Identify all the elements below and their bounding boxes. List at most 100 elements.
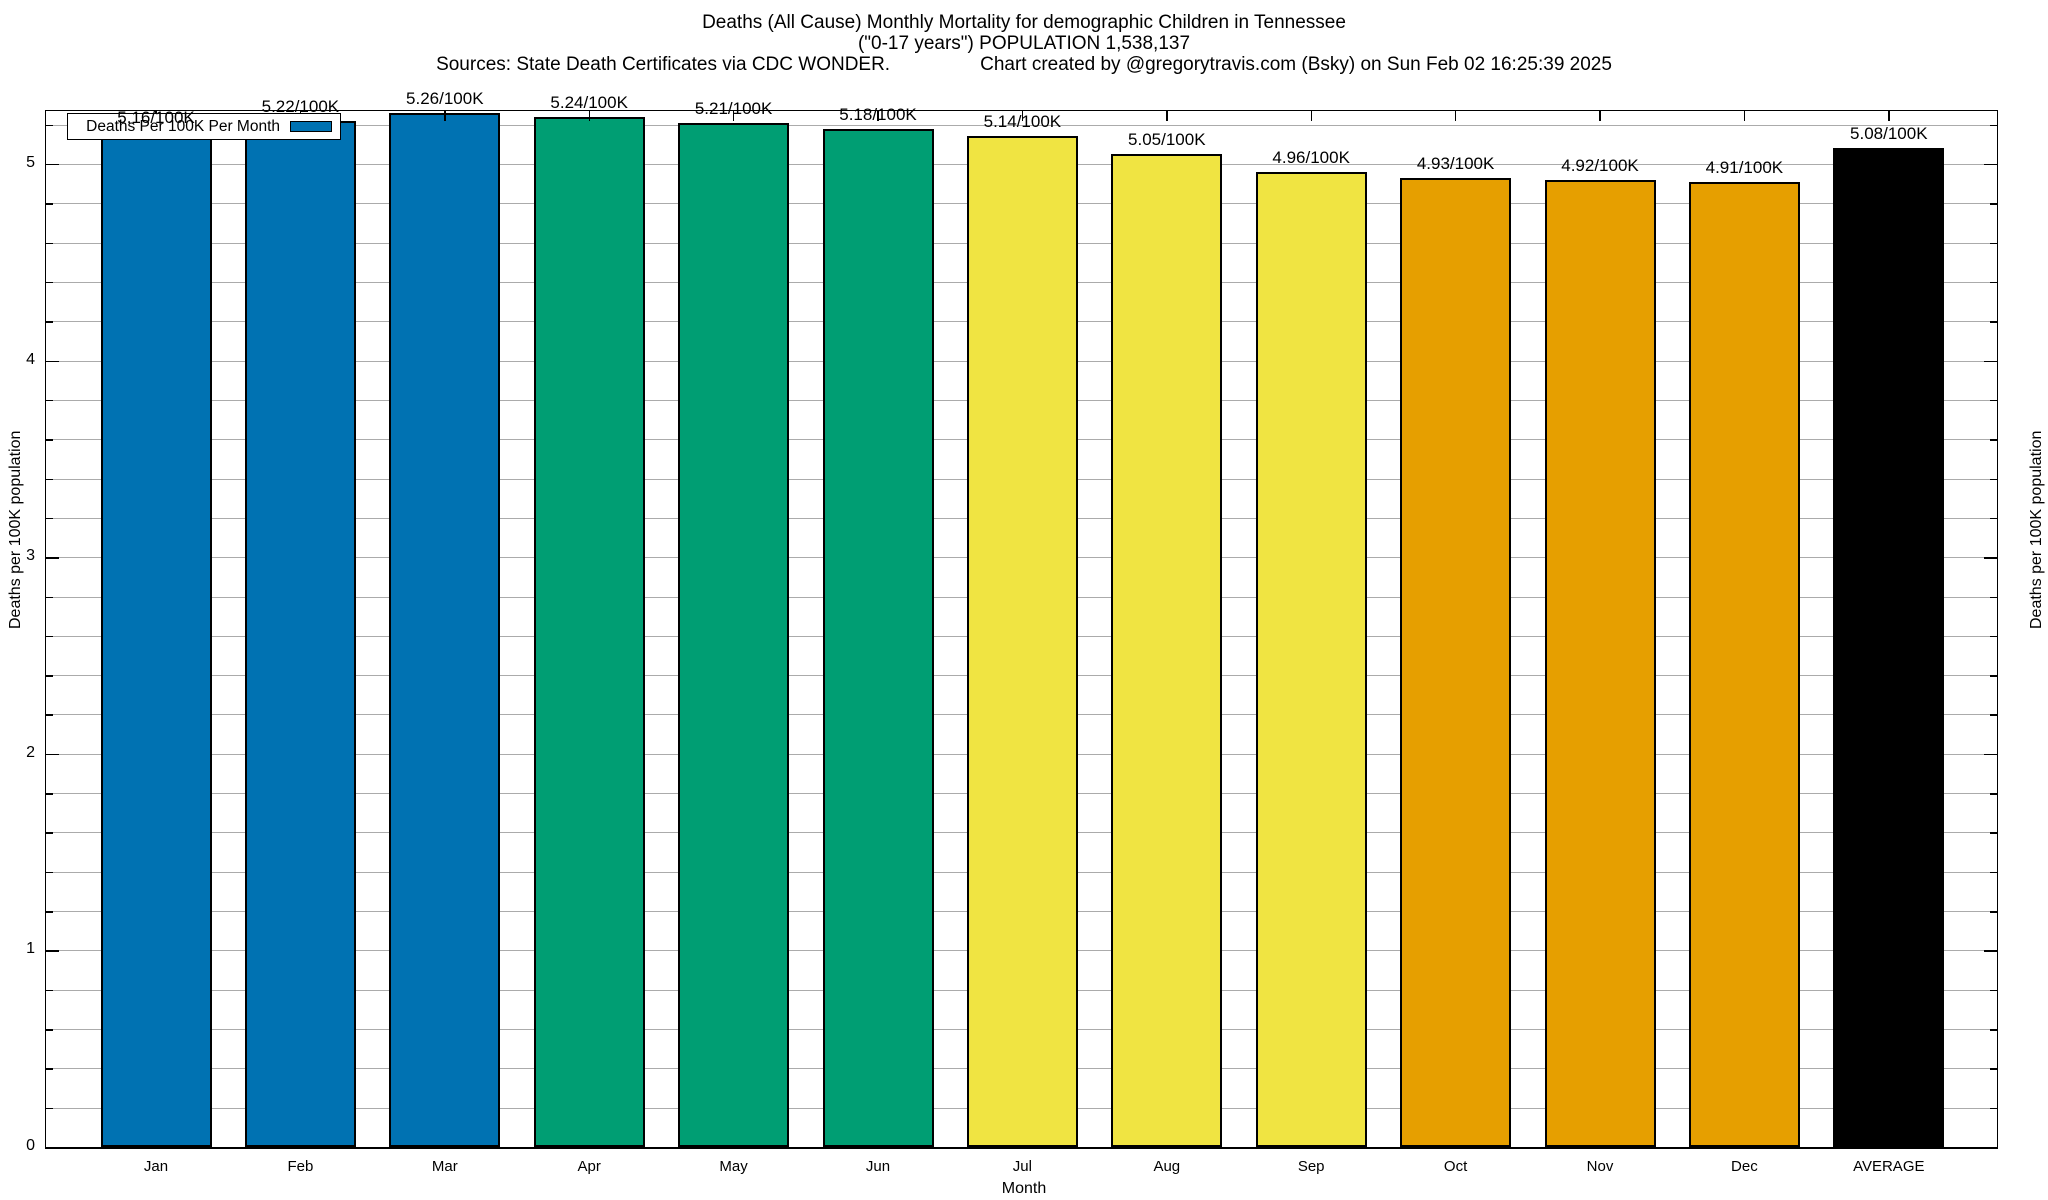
x-top-tick-mark xyxy=(1599,111,1601,121)
x-tick-label: Jun xyxy=(865,1158,891,1175)
bar xyxy=(533,116,645,1147)
bar-value-label: 5.14/100K xyxy=(983,112,1062,132)
y-tick-mark xyxy=(1984,950,1997,952)
x-tick-label: Dec xyxy=(1731,1158,1758,1175)
y-tick-mark xyxy=(1990,1029,1997,1031)
y-tick-mark xyxy=(46,950,59,952)
bar-value-label: 5.24/100K xyxy=(550,92,628,112)
y-tick-mark xyxy=(46,360,59,362)
y-tick-mark xyxy=(1990,832,1997,834)
y-tick-mark xyxy=(1990,675,1997,677)
bar xyxy=(678,122,790,1147)
y-tick-mark xyxy=(46,911,53,913)
y-tick-mark xyxy=(46,163,59,166)
bar xyxy=(822,128,934,1147)
x-top-tick-mark xyxy=(1166,111,1168,121)
x-tick-label: Sep xyxy=(1297,1158,1325,1175)
y-tick-mark xyxy=(46,793,53,795)
y-tick-mark xyxy=(46,753,59,756)
y-tick-mark xyxy=(46,675,53,677)
y-tick-mark xyxy=(1990,635,1997,638)
y-tick-mark xyxy=(1990,242,1997,244)
y-tick-mark xyxy=(1984,163,1997,166)
bar xyxy=(389,112,501,1147)
bar-value-label: 4.93/100K xyxy=(1416,153,1495,173)
x-top-tick-mark xyxy=(1454,111,1457,121)
x-tick-label: Apr xyxy=(577,1158,601,1175)
x-tick-label: May xyxy=(719,1158,748,1175)
y-tick-mark xyxy=(46,321,53,323)
y-tick-mark xyxy=(1990,203,1997,205)
x-top-tick-mark xyxy=(1310,111,1312,121)
y-tick-mark xyxy=(1990,871,1997,874)
bar xyxy=(244,120,356,1147)
x-axis-title: Month xyxy=(1001,1180,1047,1197)
x-tick-label: AVERAGE xyxy=(1853,1158,1925,1175)
y-tick-mark xyxy=(46,439,53,441)
bar xyxy=(1255,171,1367,1147)
y-tick-mark xyxy=(1990,281,1997,284)
chart-byline: Sources: State Death Certificates via CD… xyxy=(0,54,2048,75)
x-top-tick-mark xyxy=(1743,111,1746,121)
bar xyxy=(1111,154,1223,1147)
y-tick-label: 5 xyxy=(26,153,35,171)
legend-label: Deaths Per 100K Per Month xyxy=(86,117,280,135)
y-gridline xyxy=(46,124,1997,126)
chart-subtitle: ("0-17 years") POPULATION 1,538,137 xyxy=(857,33,1191,54)
y-tick-mark xyxy=(46,281,53,284)
y-tick-mark xyxy=(46,1107,53,1110)
y-tick-label: 0 xyxy=(26,1137,35,1154)
y-tick-mark xyxy=(46,596,53,598)
x-top-tick-mark xyxy=(732,111,735,121)
y-tick-mark xyxy=(1990,911,1997,913)
y-tick-label: 3 xyxy=(26,547,35,565)
bar xyxy=(1400,177,1512,1147)
x-top-tick-mark xyxy=(444,111,446,121)
bar-value-label: 4.92/100K xyxy=(1561,155,1639,175)
y-tick-mark xyxy=(46,242,53,244)
bar-value-label: 5.22/100K xyxy=(261,96,340,116)
legend: Deaths Per 100K Per Month xyxy=(67,113,341,140)
x-tick-label: Jul xyxy=(1012,1158,1032,1175)
y-tick-mark xyxy=(1990,793,1997,795)
x-tick-label: Jan xyxy=(143,1158,169,1175)
bar xyxy=(1688,181,1800,1147)
legend-swatch-icon xyxy=(290,121,332,132)
title-block: Deaths (All Cause) Monthly Mortality for… xyxy=(0,12,2048,75)
bar-value-label: 5.18/100K xyxy=(839,104,917,124)
y-tick-mark xyxy=(1990,714,1997,716)
bar-value-label: 5.26/100K xyxy=(406,88,484,108)
x-tick-label: Feb xyxy=(287,1158,314,1175)
y-tick-mark xyxy=(1984,360,1997,362)
x-top-tick-mark xyxy=(588,111,590,121)
bar-value-label: 4.91/100K xyxy=(1705,157,1784,177)
y-tick-mark xyxy=(46,399,53,402)
x-tick-label: Aug xyxy=(1153,1158,1181,1175)
y-tick-mark xyxy=(1990,989,1997,992)
y-tick-mark xyxy=(1990,1068,1997,1070)
credit-text: Chart created by @gregorytravis.com (Bsk… xyxy=(980,54,1612,75)
y-tick-mark xyxy=(46,714,53,716)
x-tick-label: Nov xyxy=(1586,1158,1614,1175)
y-tick-mark xyxy=(1984,753,1997,756)
y-tick-mark xyxy=(1990,1107,1997,1110)
y-tick-mark xyxy=(1990,517,1997,520)
y-tick-mark xyxy=(1990,478,1997,480)
y-tick-mark xyxy=(46,871,53,874)
x-tick-label: Oct xyxy=(1443,1158,1468,1175)
y-tick-mark xyxy=(46,557,59,559)
y-tick-mark xyxy=(46,517,53,520)
y-tick-mark xyxy=(46,832,53,834)
y-tick-mark xyxy=(46,203,53,205)
y-tick-mark xyxy=(46,478,53,480)
y-tick-mark xyxy=(46,635,53,638)
y-tick-label: 2 xyxy=(26,743,35,761)
bar xyxy=(966,136,1078,1147)
bar-value-label: 5.08/100K xyxy=(1850,124,1928,144)
sources-text: Sources: State Death Certificates via CD… xyxy=(436,54,891,75)
bar xyxy=(1544,179,1656,1147)
y-tick-mark xyxy=(1984,557,1997,559)
plot-area: Deaths Per 100K Per Month 5.16/100K Jan 5.… xyxy=(45,89,1998,1175)
y-tick-mark xyxy=(46,989,53,992)
